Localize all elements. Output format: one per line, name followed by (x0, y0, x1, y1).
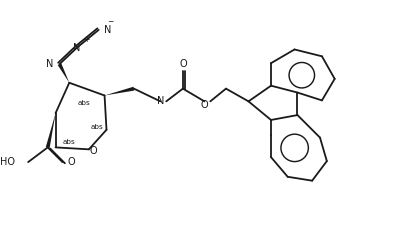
Polygon shape (58, 63, 69, 83)
Text: abs: abs (77, 100, 90, 106)
Text: HO: HO (0, 157, 15, 167)
Polygon shape (46, 113, 55, 148)
Text: O: O (90, 146, 97, 156)
Text: abs: abs (63, 140, 76, 146)
Text: O: O (179, 59, 186, 69)
Text: abs: abs (90, 124, 103, 130)
Polygon shape (104, 87, 134, 96)
Text: N: N (46, 59, 54, 69)
Text: O: O (200, 100, 208, 110)
Text: N: N (156, 96, 164, 106)
Text: N: N (103, 25, 111, 35)
Text: −: − (107, 17, 114, 26)
Text: O: O (67, 157, 75, 167)
Text: N: N (73, 43, 81, 54)
Text: +: + (83, 35, 89, 44)
